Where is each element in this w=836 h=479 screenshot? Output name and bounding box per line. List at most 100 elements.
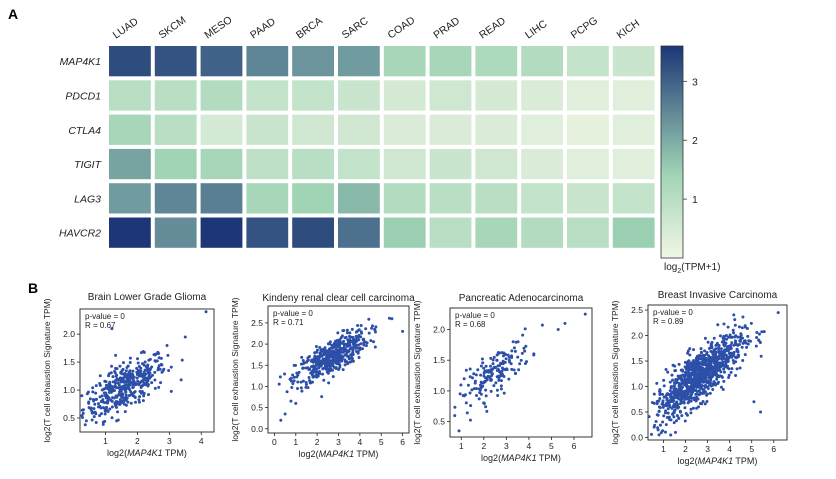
scatter-point [657, 433, 661, 437]
scatter-point [320, 395, 324, 399]
scatter-point [136, 361, 140, 365]
scatter-point [453, 405, 457, 409]
scatter-point [80, 394, 84, 398]
scatter-point [776, 311, 780, 315]
scatter-point [729, 370, 733, 374]
scatter-point [330, 360, 334, 364]
scatter-point [504, 357, 508, 361]
heatmap-cell [109, 46, 151, 77]
scatter-point [727, 335, 731, 339]
scatter-point [120, 385, 124, 389]
scatter-point [709, 363, 713, 367]
scatter-xtick-label: 3 [336, 437, 341, 447]
scatter-point [711, 368, 715, 372]
scatter-point [741, 315, 745, 319]
scatter-point [336, 348, 340, 352]
scatter-points [453, 312, 587, 433]
scatter-point [141, 399, 145, 403]
scatter-point [675, 378, 679, 382]
scatter-point [80, 415, 84, 419]
scatter-point [113, 384, 117, 388]
scatter-point [708, 391, 712, 395]
scatter-point [318, 354, 322, 358]
scatter-point [327, 381, 331, 385]
scatter-point [691, 387, 695, 391]
scatter-point [743, 339, 747, 343]
scatter-point [686, 384, 690, 388]
scatter-point [304, 385, 308, 389]
scatter-xlabel-gene: MAP4K1 [319, 449, 355, 459]
scatter-point [135, 376, 139, 380]
scatter-point [277, 382, 281, 386]
scatter-point [132, 375, 136, 379]
heatmap-cell [109, 148, 151, 180]
scatter-point [157, 364, 161, 368]
scatter-point [729, 335, 733, 339]
scatter-point [689, 399, 693, 403]
scatter-annotation: p-value = 0 [455, 311, 495, 320]
heatmap-cell [154, 114, 197, 145]
scatter-point [291, 382, 295, 386]
scatter-point [491, 358, 495, 362]
scatter-point [364, 327, 368, 331]
scatter-point [373, 328, 377, 332]
scatter-xlabel: log2(MAP4K1 TPM) [299, 449, 379, 459]
scatter-xlabel: log2(MAP4K1 TPM) [481, 453, 561, 463]
scatter-point [691, 365, 695, 369]
scatter-annotation: R = 0.67 [85, 321, 116, 330]
scatter-point [463, 393, 467, 397]
scatter-point [490, 372, 494, 376]
scatter-point [118, 398, 122, 402]
scatter-point [692, 348, 696, 352]
scatter-point [483, 380, 487, 384]
scatter-point [102, 391, 106, 395]
scatter-point [492, 384, 496, 388]
heatmap-cell [292, 80, 334, 111]
scatter-point [336, 331, 340, 335]
scatter-point [343, 336, 347, 340]
scatter-point [656, 428, 660, 432]
scatter-point [745, 345, 749, 349]
scatter-point [453, 414, 457, 418]
scatter-point [692, 398, 696, 402]
scatter-point [143, 360, 147, 364]
scatter-point [499, 361, 503, 365]
scatter-point [324, 359, 328, 363]
scatter-point [512, 346, 516, 350]
scatter-point [321, 372, 325, 376]
scatter-point [495, 375, 499, 379]
scatter-point [290, 386, 294, 390]
scatter-point [509, 362, 513, 366]
heatmap-cell [521, 217, 563, 248]
scatter-point [677, 381, 681, 385]
scatter-point [295, 371, 299, 375]
scatter-point [126, 372, 130, 376]
scatter-point [709, 358, 713, 362]
scatter-point [681, 369, 685, 373]
scatter-point [307, 367, 311, 371]
scatter-point [484, 405, 488, 409]
scatter-point [669, 386, 673, 390]
scatter-point [733, 323, 737, 327]
scatter-point [676, 374, 680, 378]
scatter-point [735, 367, 739, 371]
scatter-point [666, 411, 670, 415]
scatter-point [479, 364, 483, 368]
scatter-point [695, 395, 699, 399]
scatter-point [680, 414, 684, 418]
scatter-point [107, 396, 111, 400]
scatter-point [152, 353, 156, 357]
scatter-point [326, 364, 330, 368]
scatter-point [518, 362, 522, 366]
scatter-point [714, 343, 718, 347]
scatter-point [649, 432, 653, 436]
scatter-point [511, 340, 515, 344]
scatter-point [507, 377, 511, 381]
scatter-point [485, 370, 489, 374]
heatmap-cell [567, 46, 609, 77]
heatmap-cell [567, 148, 609, 180]
scatter-point [317, 366, 321, 370]
scatter-point [153, 378, 157, 382]
scatter-point [458, 392, 462, 396]
scatter-point [183, 335, 187, 339]
